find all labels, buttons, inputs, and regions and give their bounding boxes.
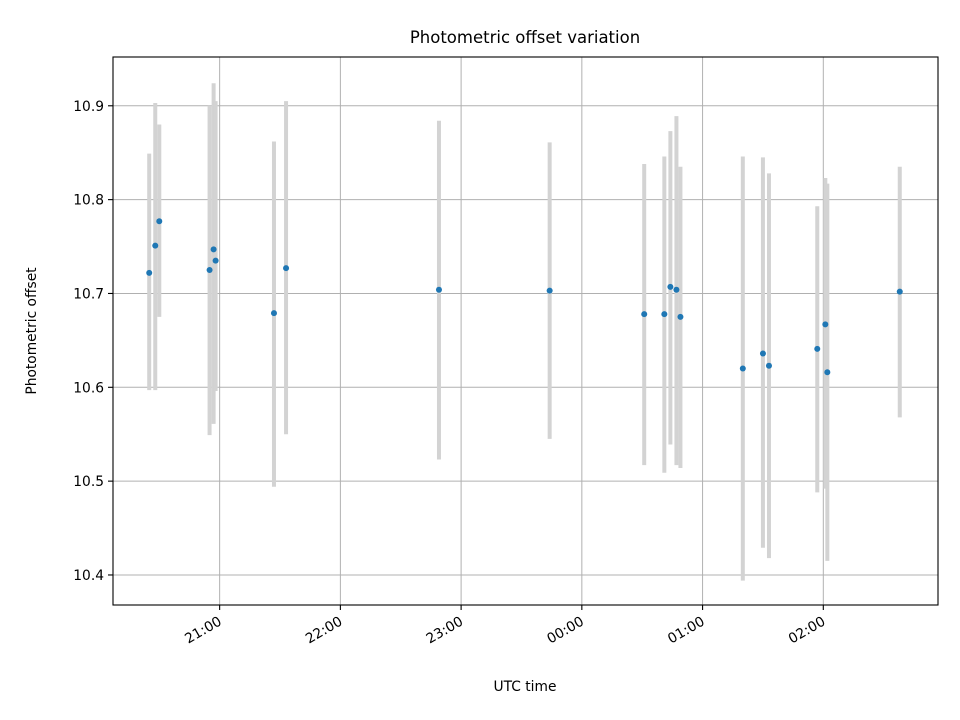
x-tick-label: 22:00 (303, 614, 345, 648)
data-point (759, 350, 766, 357)
data-point (673, 286, 680, 293)
x-tick-label: 23:00 (424, 614, 466, 648)
axis-ticks: 10.4 10.5 10.6 10.7 10.8 10.9 21:00 22:00 23:00 0… (73, 99, 828, 648)
data-points (146, 218, 903, 376)
y-tick-label: 10.7 (73, 286, 104, 302)
data-point (896, 288, 903, 295)
data-point (667, 283, 674, 290)
data-point (156, 218, 163, 225)
x-axis-label: UTC time (494, 679, 557, 695)
data-point (210, 246, 217, 253)
data-point (152, 242, 159, 249)
x-tick-label: 00:00 (544, 614, 586, 648)
data-point (435, 286, 442, 293)
data-point (270, 310, 277, 317)
data-point (677, 313, 684, 320)
data-point (546, 287, 553, 294)
data-point (206, 267, 213, 274)
x-tick-label: 01:00 (665, 614, 707, 648)
y-tick-label: 10.4 (73, 568, 104, 584)
data-point (822, 321, 829, 328)
x-tick-label: 21:00 (182, 614, 224, 648)
data-point (814, 345, 821, 352)
y-tick-label: 10.8 (73, 193, 104, 209)
data-point (765, 362, 772, 369)
y-tick-label: 10.6 (73, 380, 104, 396)
error-bars (147, 83, 902, 581)
y-tick-label: 10.9 (73, 99, 104, 115)
data-point (212, 257, 219, 264)
chart-title: Photometric offset variation (410, 28, 640, 47)
grid-lines (113, 57, 938, 605)
plot-frame (112, 56, 939, 606)
data-point (824, 369, 831, 376)
data-point (283, 265, 290, 272)
y-axis-label: Photometric offset (24, 267, 40, 395)
data-point (661, 311, 668, 318)
data-point (146, 269, 153, 276)
y-tick-label: 10.5 (73, 474, 104, 490)
x-tick-label: 02:00 (786, 614, 828, 648)
data-point (641, 311, 648, 318)
data-point (739, 365, 746, 372)
